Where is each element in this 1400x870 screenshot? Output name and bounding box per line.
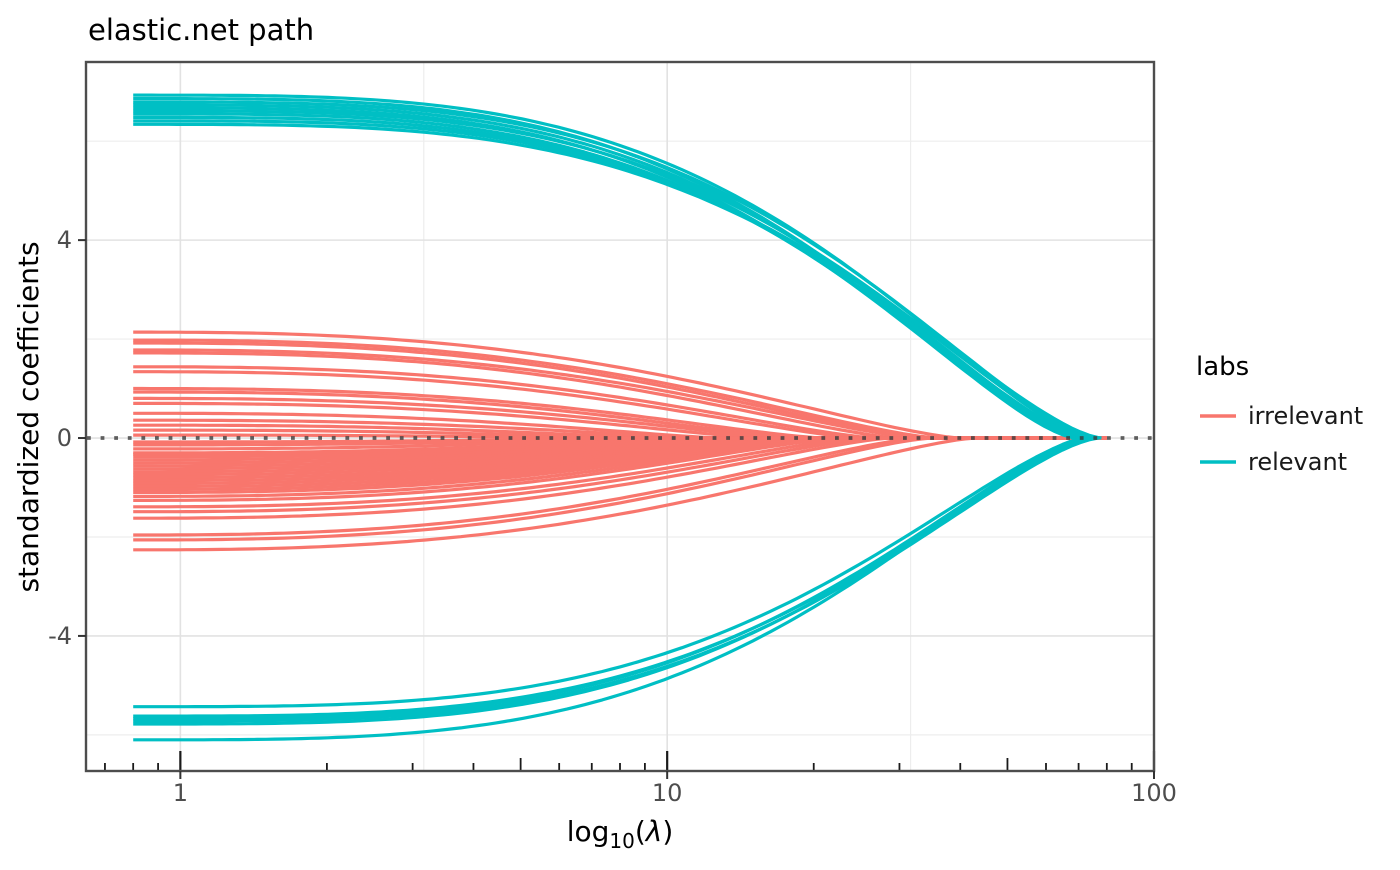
y-axis-title: standardized coefficients — [12, 241, 45, 592]
x-axis-title-subscript: 10 — [609, 829, 634, 853]
coefficient-path-relevant — [133, 436, 1100, 723]
legend-label-irrelevant: irrelevant — [1248, 402, 1363, 430]
y-tick-label: 0 — [57, 424, 72, 452]
coefficient-path-relevant — [133, 100, 1097, 440]
x-axis-title-open-paren: ( — [635, 815, 646, 848]
legend-title: labs — [1196, 352, 1249, 382]
plot-title: elastic.net path — [88, 13, 314, 47]
x-tick-label: 10 — [652, 779, 683, 807]
x-axis-title-func: log — [567, 815, 610, 848]
coefficient-path-relevant — [133, 436, 1085, 742]
coefficient-path-relevant — [133, 112, 1082, 440]
x-tick-label: 1 — [173, 779, 188, 807]
lambda-symbol: λ — [644, 815, 663, 848]
x-axis-title-close-paren: ) — [662, 815, 673, 848]
legend: labs irrelevant relevant — [1196, 352, 1363, 476]
x-axis-labels: 1 10 100 — [173, 779, 1177, 807]
coefficient-path-irrelevant — [133, 436, 1107, 552]
coefficient-path-relevant — [133, 436, 1088, 709]
y-tick-label: 4 — [57, 226, 72, 254]
panel-border — [84, 60, 1156, 773]
coefficient-path-relevant — [133, 122, 1102, 440]
x-tick-label: 100 — [1131, 779, 1177, 807]
axis-ticks — [78, 239, 1155, 779]
y-axis-labels: 4 0 -4 — [48, 226, 72, 650]
x-axis-title: log10(λ) — [567, 815, 674, 853]
legend-label-relevant: relevant — [1248, 448, 1347, 476]
y-tick-label: -4 — [48, 622, 72, 650]
coefficient-path-relevant — [133, 436, 1091, 721]
